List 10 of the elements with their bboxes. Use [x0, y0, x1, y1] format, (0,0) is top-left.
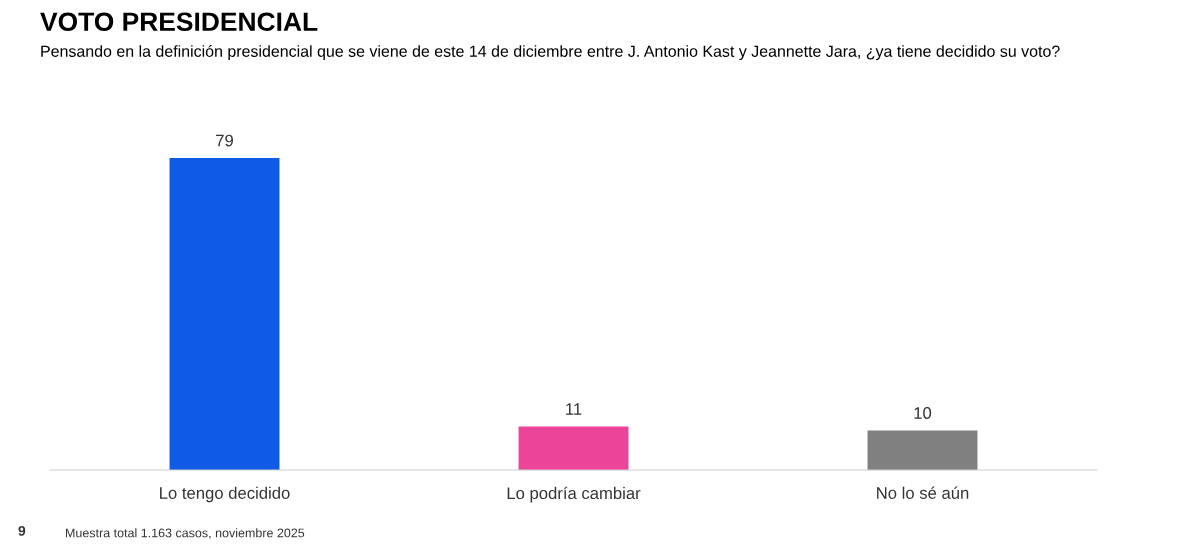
x-tick-label: Lo podría cambiar: [507, 486, 641, 503]
text: Muestra total 1.163 casos, noviembre 2025: [66, 528, 305, 539]
data-label: 11: [566, 403, 582, 415]
data-label: 79: [216, 134, 233, 147]
chart-subtitle: Pensando en la definición presidencial que se viene de este 14 de diciembre entre J. Antonio Kast y Jeannette Jara, ¿ya tiene decidido su voto?: [41, 45, 1060, 61]
x-tick-label: No lo sé aún: [877, 486, 969, 499]
chart-title: VOTO PRESIDENCIAL: [40, 12, 318, 32]
text: 9: [18, 525, 26, 536]
data-label: 10: [914, 407, 932, 419]
x-tick-label: Lo tengo decidido: [160, 486, 290, 503]
